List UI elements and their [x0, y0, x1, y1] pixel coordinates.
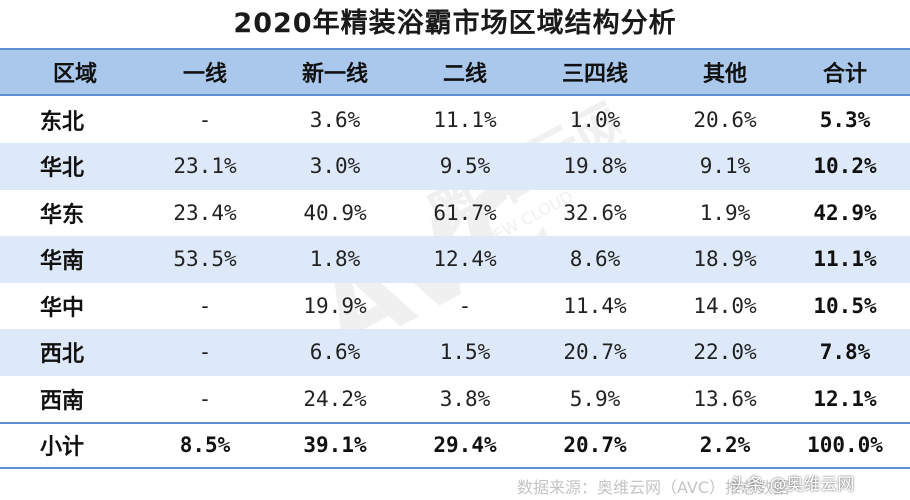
value-cell: 100.0% [807, 433, 883, 457]
value-cell: - [458, 293, 472, 318]
region-cell: 东北 [40, 109, 85, 135]
region-cell: 华北 [40, 156, 85, 181]
value-cell: 23.4% [173, 200, 237, 225]
value-cell: 13.6% [693, 386, 757, 411]
value-cell: 11.1% [813, 247, 877, 271]
table-row: 华东 23.4% 40.9% 61.7% 32.6% 1.9% 42.9% [0, 189, 910, 236]
value-cell: - [198, 107, 212, 132]
value-cell: 40.9% [303, 200, 367, 225]
value-cell: 9.5% [439, 154, 491, 178]
value-cell: 20.7% [563, 340, 627, 364]
region-cell: 华东 [40, 202, 85, 228]
total-row: 小计 8.5% 39.1% 29.4% 20.7% 2.2% 100.0% [0, 421, 910, 469]
value-cell: 10.2% [813, 154, 877, 178]
header-tier2: 二线 [442, 62, 487, 87]
table-row: 华南 53.5% 1.8% 12.4% 8.6% 18.9% 11.1% [0, 235, 910, 283]
value-cell: 20.7% [563, 433, 627, 457]
value-cell: 8.6% [569, 247, 621, 271]
table-row: 华北 23.1% 3.0% 9.5% 19.8% 9.1% 10.2% [0, 142, 910, 190]
value-cell: 9.1% [699, 154, 751, 178]
value-cell: 22.0% [693, 340, 757, 364]
value-cell: 1.9% [699, 200, 751, 225]
region-cell: 华南 [40, 249, 85, 274]
region-cell: 西北 [40, 342, 85, 367]
region-cell: 西南 [40, 388, 85, 414]
header-tier1: 一线 [182, 62, 227, 87]
value-cell: 3.8% [439, 386, 491, 411]
value-cell: 53.5% [173, 247, 237, 271]
value-cell: 6.6% [309, 340, 361, 364]
value-cell: 11.1% [433, 107, 497, 132]
value-cell: 61.7% [433, 200, 497, 225]
header-other: 其他 [702, 62, 747, 87]
value-cell: - [198, 340, 212, 364]
page-title: 2020年精装浴霸市场区域结构分析 [233, 8, 677, 39]
value-cell: 11.4% [563, 293, 627, 318]
value-cell: 32.6% [563, 200, 627, 225]
table-header: 区域 一线 新一线 二线 三四线 其他 合计 [0, 48, 910, 96]
value-cell: 2.2% [699, 433, 751, 457]
data-source: 数据来源：奥维云网（AVC）推总数据 [517, 478, 790, 497]
value-cell: 5.3% [819, 107, 871, 132]
credit-watermark: 头条 @奥维云网 [730, 475, 855, 495]
table-row: 华中 - 19.9% - 11.4% 14.0% 10.5% [0, 282, 910, 329]
value-cell: - [198, 293, 212, 318]
value-cell: 1.8% [309, 247, 361, 271]
value-cell: 3.6% [309, 107, 361, 132]
header-tier3-4: 三四线 [561, 62, 628, 87]
value-cell: 14.0% [693, 293, 757, 318]
value-cell: 1.0% [569, 107, 621, 132]
value-cell: 18.9% [693, 247, 757, 271]
value-cell: 10.5% [813, 293, 877, 318]
region-cell: 小计 [40, 435, 85, 460]
region-cell: 华中 [40, 295, 85, 321]
value-cell: 8.5% [179, 433, 231, 457]
value-cell: - [198, 386, 212, 411]
table-row: 西南 - 24.2% 3.8% 5.9% 13.6% 12.1% [0, 375, 910, 422]
value-cell: 42.9% [813, 200, 877, 225]
table-row: 东北 - 3.6% 11.1% 1.0% 20.6% 5.3% [0, 96, 910, 143]
header-total: 合计 [822, 62, 867, 87]
value-cell: 23.1% [173, 154, 237, 178]
value-cell: 3.0% [309, 154, 361, 178]
value-cell: 29.4% [433, 433, 497, 457]
header-region: 区域 [52, 62, 97, 87]
value-cell: 5.9% [569, 386, 621, 411]
value-cell: 12.4% [433, 247, 497, 271]
value-cell: 7.8% [819, 340, 871, 364]
value-cell: 20.6% [693, 107, 757, 132]
table-row: 西北 - 6.6% 1.5% 20.7% 22.0% 7.8% [0, 328, 910, 376]
value-cell: 24.2% [303, 386, 367, 411]
header-new-tier1: 新一线 [301, 62, 368, 87]
value-cell: 19.9% [303, 293, 367, 318]
value-cell: 12.1% [813, 386, 877, 411]
value-cell: 19.8% [563, 154, 627, 178]
value-cell: 39.1% [303, 433, 367, 457]
value-cell: 1.5% [439, 340, 491, 364]
